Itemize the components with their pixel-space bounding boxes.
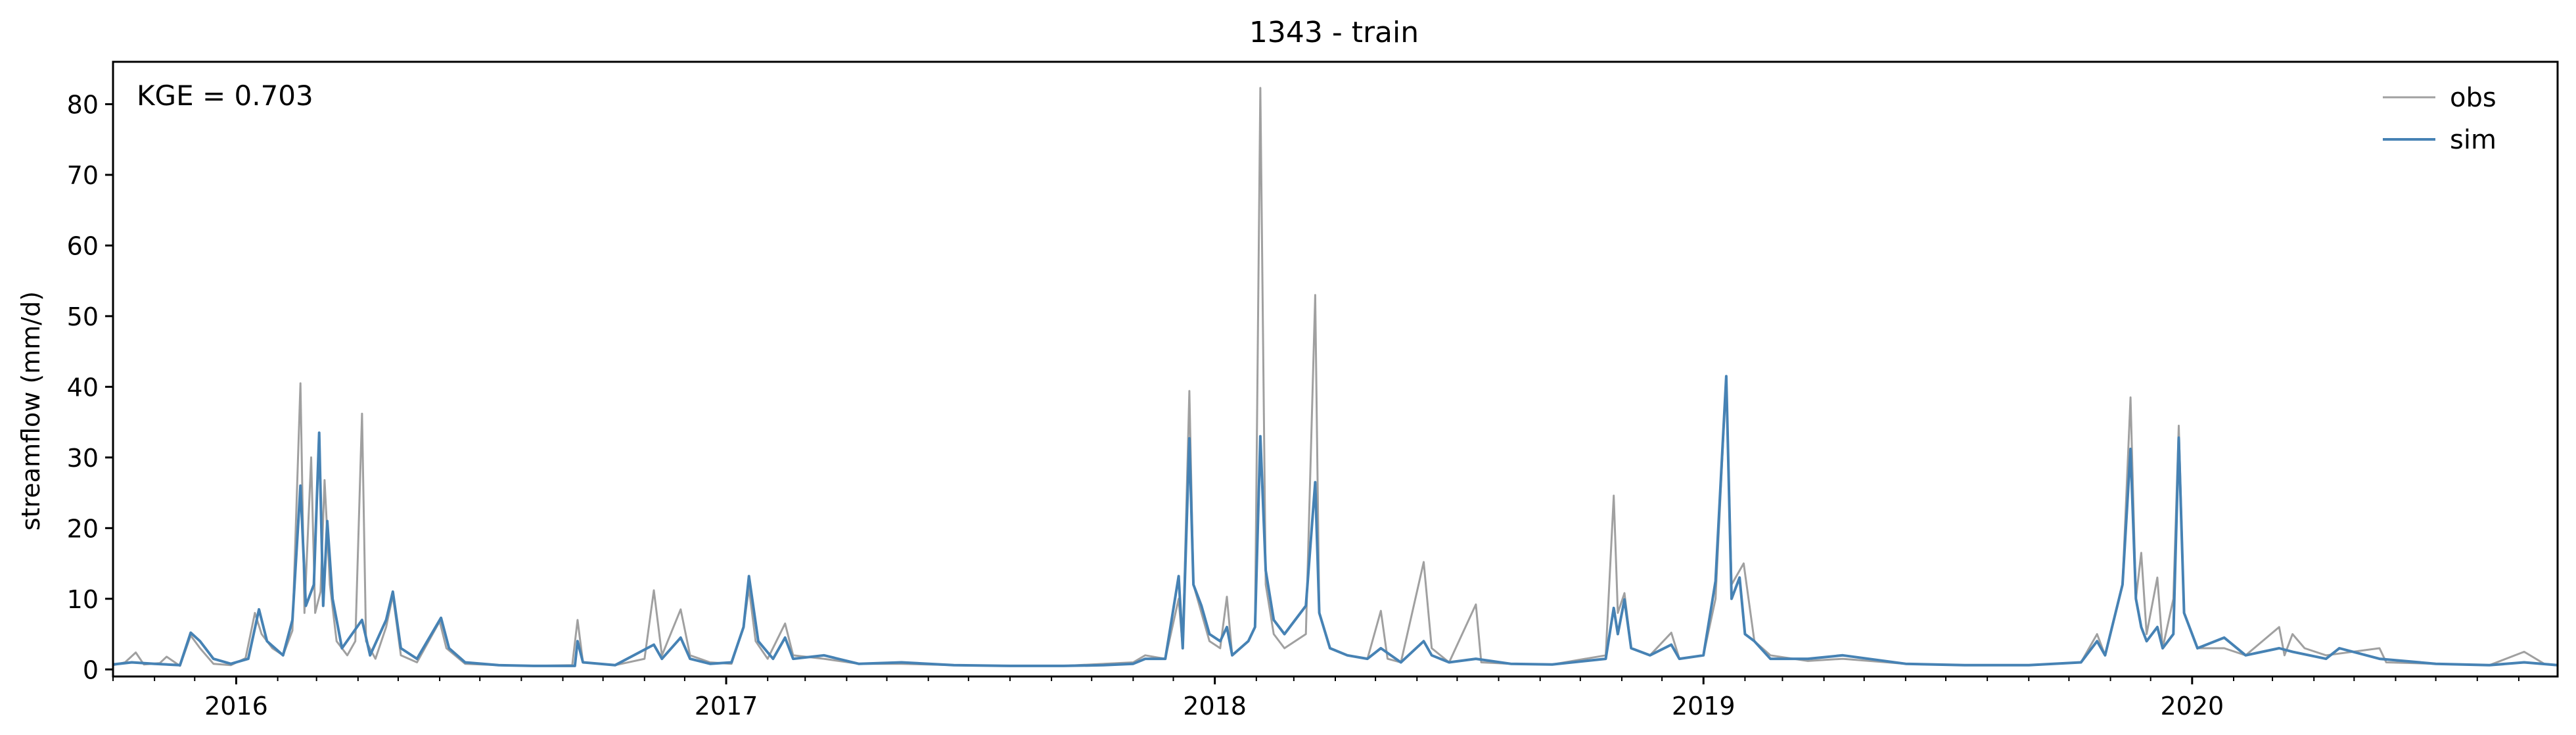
x-tick-label: 2018 — [1183, 692, 1247, 721]
y-tick-label: 0 — [83, 655, 99, 684]
x-tick-label: 2019 — [1672, 692, 1736, 721]
y-tick-label: 50 — [67, 302, 99, 331]
y-tick-label: 70 — [67, 161, 99, 190]
y-axis-label: streamflow (mm/d) — [16, 291, 45, 531]
chart-title: 1343 - train — [1249, 16, 1419, 49]
sim-series-line — [113, 375, 2558, 667]
x-tick-label: 2017 — [695, 692, 758, 721]
legend: obs sim — [2383, 83, 2496, 155]
y-tick-label: 10 — [67, 585, 99, 614]
x-tick-label: 2020 — [2160, 692, 2224, 721]
y-axis: 0 10 20 30 40 50 60 70 80 — [67, 90, 113, 684]
obs-series-line — [113, 87, 2558, 667]
legend-sim-label: sim — [2450, 125, 2496, 155]
plot-frame — [112, 60, 2559, 678]
kge-annotation: KGE = 0.703 — [137, 80, 313, 112]
x-tick-label: 2016 — [204, 692, 268, 721]
y-tick-label: 20 — [67, 514, 99, 543]
y-tick-label: 80 — [67, 90, 99, 119]
y-tick-label: 60 — [67, 231, 99, 260]
legend-obs-label: obs — [2450, 83, 2496, 113]
y-tick-label: 30 — [67, 444, 99, 473]
y-tick-label: 40 — [67, 373, 99, 402]
x-axis: 2016 2017 2018 2019 2020 — [112, 676, 2519, 721]
